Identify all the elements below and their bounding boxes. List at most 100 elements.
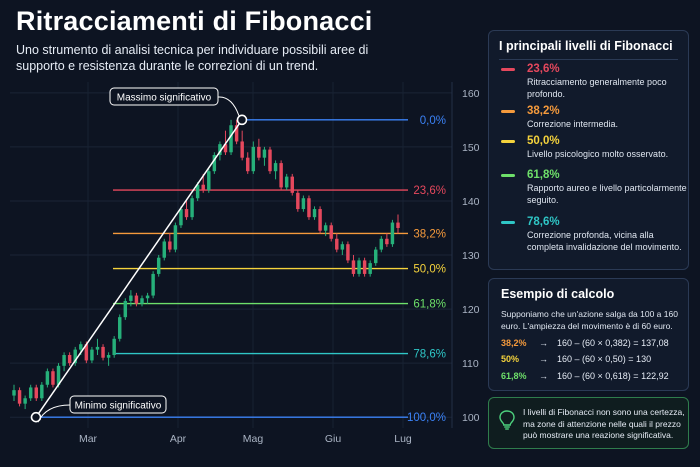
fib-level-label: 0,0% bbox=[420, 115, 446, 127]
y-tick-label: 120 bbox=[462, 304, 480, 316]
candle-body bbox=[223, 144, 228, 153]
candle-body bbox=[212, 154, 217, 172]
calc-formula: 160 – (60 × 0,618) = 122,92 bbox=[557, 371, 669, 381]
levels-panel-title: I principali livelli di Fibonacci bbox=[499, 39, 673, 53]
calc-percent: 38,2% bbox=[501, 338, 527, 348]
x-tick-label: Lug bbox=[394, 433, 412, 445]
candle-body bbox=[273, 163, 278, 172]
callout-pointer bbox=[37, 404, 71, 423]
y-tick-label: 110 bbox=[462, 358, 479, 370]
candle-body bbox=[23, 398, 27, 404]
candle-body bbox=[362, 260, 367, 274]
candle-body bbox=[156, 257, 161, 274]
candle-body bbox=[195, 184, 200, 199]
candle-body bbox=[301, 198, 306, 210]
candle-body bbox=[12, 390, 16, 396]
candle-body bbox=[95, 346, 100, 350]
candle-body bbox=[240, 141, 244, 158]
level-percent: 61,8% bbox=[527, 169, 560, 181]
candle-body bbox=[162, 241, 166, 258]
candle-body bbox=[201, 184, 205, 191]
candle-body bbox=[268, 149, 272, 172]
candle-body bbox=[396, 222, 400, 228]
swing-low-callout-box bbox=[69, 395, 167, 414]
levels-panel: I principali livelli di Fibonacci 23,6% … bbox=[488, 30, 689, 270]
candle-body bbox=[101, 346, 105, 358]
candle-body bbox=[40, 384, 44, 399]
candle-body bbox=[218, 144, 222, 155]
candle-body bbox=[379, 238, 384, 250]
calc-panel-title: Esempio di calcolo bbox=[501, 287, 615, 301]
level-description: Livello psicologico molto osservato. bbox=[527, 149, 669, 159]
note-text: I livelli di Fibonacci non sono una cert… bbox=[523, 407, 685, 440]
calc-formula: 160 – (60 × 0,382) = 137,08 bbox=[557, 338, 669, 348]
level-description: Correzione intermedia. bbox=[527, 119, 619, 129]
candle-body bbox=[323, 225, 328, 231]
arrow-right-icon: → bbox=[539, 354, 548, 364]
candle-body bbox=[357, 260, 361, 274]
level-description: Correzione profonda, vicina alla complet… bbox=[527, 230, 682, 252]
candle-body bbox=[329, 225, 333, 239]
fib-level-label: 61,8% bbox=[413, 299, 446, 311]
candle-body bbox=[151, 273, 155, 296]
candle-body bbox=[145, 295, 150, 299]
candle-body bbox=[307, 198, 311, 218]
candle-body bbox=[346, 244, 350, 261]
candle-body bbox=[207, 171, 211, 191]
swing-line: Massimo significativo Minimo significativ… bbox=[30, 87, 248, 423]
calc-row: 50% → 160 – (60 × 0,50) = 130 bbox=[501, 354, 651, 364]
fib-level-label: 78,6% bbox=[413, 349, 446, 361]
y-tick-label: 100 bbox=[462, 412, 480, 424]
candle-body bbox=[184, 209, 189, 218]
candle-body bbox=[257, 146, 261, 158]
divider bbox=[499, 59, 678, 60]
candle-body bbox=[374, 249, 378, 264]
x-tick-label: Mar bbox=[79, 433, 98, 445]
fib-level-label: 50,0% bbox=[413, 264, 446, 276]
x-tick-label: Apr bbox=[170, 433, 187, 445]
candle-body bbox=[296, 192, 300, 210]
candle-body bbox=[351, 260, 356, 274]
fib-level-label: 100,0% bbox=[407, 412, 446, 424]
calc-percent: 50% bbox=[501, 354, 520, 364]
candle-body bbox=[168, 241, 172, 250]
candle-body bbox=[34, 387, 38, 399]
candle-body bbox=[340, 244, 345, 250]
calc-row: 61,8% → 160 – (60 × 0,618) = 122,92 bbox=[501, 371, 669, 381]
page-title: Ritracciamenti di Fibonacci bbox=[16, 6, 373, 36]
note-box: I livelli di Fibonacci non sono una cert… bbox=[488, 397, 689, 449]
callout-pointer bbox=[217, 96, 240, 117]
candle-body bbox=[17, 390, 22, 404]
level-color-bar bbox=[501, 221, 515, 224]
candle-body bbox=[62, 355, 66, 366]
candles bbox=[12, 119, 400, 410]
candle-body bbox=[140, 298, 144, 304]
candle-body bbox=[67, 355, 72, 364]
fib-levels: 0,0% 23,6% 38,2% 50,0% 61,8% 78,6% 100,0% bbox=[36, 115, 446, 424]
arrow-right-icon: → bbox=[539, 338, 548, 348]
candle-body bbox=[51, 371, 55, 385]
candle-body bbox=[312, 209, 317, 218]
candle-body bbox=[118, 317, 122, 339]
level-percent: 78,6% bbox=[527, 216, 560, 228]
level-color-bar bbox=[501, 110, 515, 113]
level-color-bar bbox=[501, 174, 515, 177]
calc-intro: Supponiamo che un'azione salga da 100 a … bbox=[501, 309, 678, 331]
candle-body bbox=[56, 365, 61, 385]
candle-body bbox=[179, 209, 183, 226]
x-tick-label: Mag bbox=[243, 433, 264, 445]
level-percent: 38,2% bbox=[527, 105, 560, 117]
swing-high-callout-label: Massimo significativo bbox=[117, 92, 212, 103]
candle-body bbox=[173, 225, 178, 250]
candle-body bbox=[234, 125, 239, 142]
candle-body bbox=[385, 238, 389, 245]
candle-body bbox=[229, 125, 233, 153]
candle-body bbox=[84, 344, 89, 361]
candle-body bbox=[45, 371, 50, 385]
level-color-bar bbox=[501, 68, 515, 71]
level-percent: 23,6% bbox=[527, 63, 560, 75]
calc-row: 38,2% → 160 – (60 × 0,382) = 137,08 bbox=[501, 338, 669, 348]
calc-formula: 160 – (60 × 0,50) = 130 bbox=[557, 354, 652, 364]
candle-body bbox=[246, 157, 250, 172]
